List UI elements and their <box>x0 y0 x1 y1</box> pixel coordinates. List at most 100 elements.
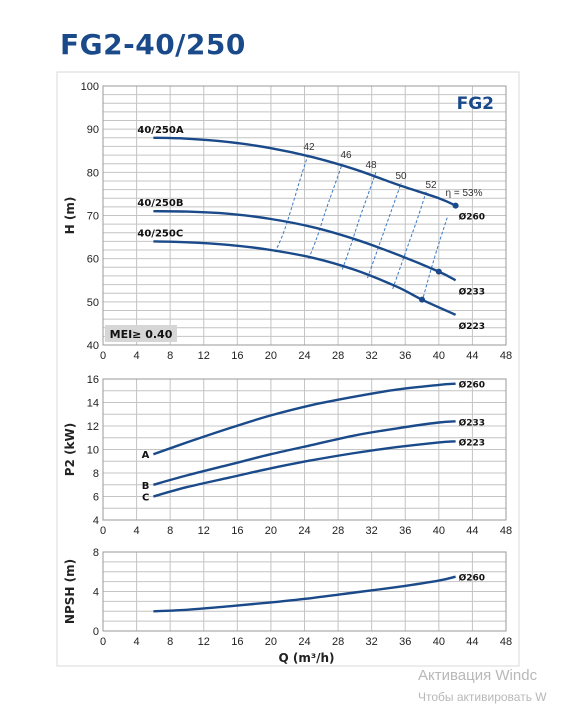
series-line <box>153 440 456 498</box>
series-line <box>153 240 457 316</box>
end-label: Ø260 <box>459 573 485 584</box>
y-tick-label: 0 <box>93 626 99 638</box>
plot-border <box>102 85 507 346</box>
x-tick-label: 8 <box>167 525 173 537</box>
y-tick-label: 4 <box>93 515 99 527</box>
x-tick-label: 40 <box>433 525 445 537</box>
end-label: Ø260 <box>459 212 485 223</box>
x-tick-label: 20 <box>265 350 277 362</box>
y-tick-label: 100 <box>81 81 99 93</box>
x-axis-label: Q (m³/h) <box>278 651 334 665</box>
y-axis-label: H (m) <box>63 197 77 235</box>
x-tick-label: 16 <box>231 525 243 537</box>
y-tick-label: 14 <box>87 398 99 410</box>
x-tick-label: 44 <box>466 636 478 648</box>
data-point <box>419 296 426 303</box>
efficiency-label: η = 53% <box>446 188 483 199</box>
x-tick-label: 4 <box>134 525 140 537</box>
x-tick-label: 48 <box>500 636 512 648</box>
end-label: Ø223 <box>459 321 485 332</box>
y-tick-label: 6 <box>93 492 99 504</box>
watermark-line-1: Активация Windc <box>418 667 538 684</box>
plot-border <box>102 378 507 521</box>
mei-box <box>105 325 177 342</box>
x-tick-label: 20 <box>265 525 277 537</box>
efficiency-line <box>308 163 343 259</box>
x-tick-label: 0 <box>100 525 106 537</box>
efficiency-label: 42 <box>303 142 315 153</box>
y-tick-label: 90 <box>87 124 99 136</box>
x-tick-label: 32 <box>366 350 378 362</box>
efficiency-label: 48 <box>365 160 377 171</box>
x-tick-label: 24 <box>298 525 310 537</box>
x-tick-label: 44 <box>466 350 478 362</box>
data-point <box>435 268 442 275</box>
data-point <box>452 202 459 209</box>
series-line <box>153 210 457 282</box>
efficiency-line <box>367 182 402 279</box>
x-tick-label: 28 <box>332 350 344 362</box>
x-tick-label: 16 <box>231 350 243 362</box>
series-badge: FG2 <box>457 94 494 114</box>
x-tick-label: 28 <box>332 636 344 648</box>
series-line <box>153 136 457 207</box>
x-tick-label: 4 <box>134 636 140 648</box>
x-tick-label: 20 <box>265 636 277 648</box>
y-tick-label: 80 <box>87 167 99 179</box>
x-tick-label: 36 <box>399 525 411 537</box>
x-tick-label: 32 <box>366 525 378 537</box>
x-tick-label: 40 <box>433 636 445 648</box>
x-tick-label: 8 <box>167 636 173 648</box>
efficiency-line <box>421 217 448 302</box>
efficiency-line <box>341 172 377 270</box>
x-tick-label: 40 <box>433 350 445 362</box>
series-label: B <box>142 481 150 492</box>
x-tick-label: 36 <box>399 350 411 362</box>
efficiency-line <box>392 191 427 290</box>
series-line <box>153 420 456 486</box>
x-tick-label: 16 <box>231 636 243 648</box>
watermark-line-2: Чтобы активировать W <box>418 690 547 704</box>
chart-title: FG2-40/250 <box>60 28 246 61</box>
y-axis-label: P2 (kW) <box>63 423 77 477</box>
x-tick-label: 0 <box>100 636 106 648</box>
x-tick-label: 4 <box>134 350 140 362</box>
efficiency-label: 46 <box>340 150 352 161</box>
y-tick-label: 70 <box>87 211 99 223</box>
end-label: Ø260 <box>459 380 485 391</box>
x-tick-label: 12 <box>198 350 210 362</box>
y-tick-label: 60 <box>87 254 99 266</box>
end-label: Ø233 <box>459 417 485 428</box>
y-axis-label: NPSH (m) <box>63 559 77 624</box>
figure-frame <box>56 71 520 667</box>
efficiency-line <box>274 152 310 253</box>
x-tick-label: 24 <box>298 636 310 648</box>
y-tick-label: 8 <box>93 547 99 559</box>
efficiency-label: 50 <box>395 171 407 182</box>
x-tick-label: 36 <box>399 636 411 648</box>
x-tick-label: 44 <box>466 525 478 537</box>
y-tick-label: 50 <box>87 297 99 309</box>
y-tick-label: 12 <box>87 421 99 433</box>
series-line <box>153 575 456 613</box>
x-tick-label: 48 <box>500 525 512 537</box>
x-tick-label: 28 <box>332 525 344 537</box>
x-tick-label: 12 <box>198 525 210 537</box>
x-tick-label: 24 <box>298 350 310 362</box>
x-tick-label: 8 <box>167 350 173 362</box>
series-label: 40/250B <box>137 198 183 209</box>
x-tick-label: 32 <box>366 636 378 648</box>
series-line <box>152 382 456 456</box>
plot-border <box>102 551 507 632</box>
panel-1: 0 4 8 12 16 20 24 28 32 36 40 44 48405060708090100H … <box>63 81 512 362</box>
mei-label: MEI≥ 0.40 <box>110 328 173 341</box>
y-tick-label: 40 <box>87 340 99 352</box>
y-tick-label: 8 <box>93 468 99 480</box>
y-tick-label: 10 <box>87 445 99 457</box>
end-label: Ø223 <box>459 437 485 448</box>
series-label: 40/250A <box>137 125 183 136</box>
x-tick-label: 0 <box>100 350 106 362</box>
